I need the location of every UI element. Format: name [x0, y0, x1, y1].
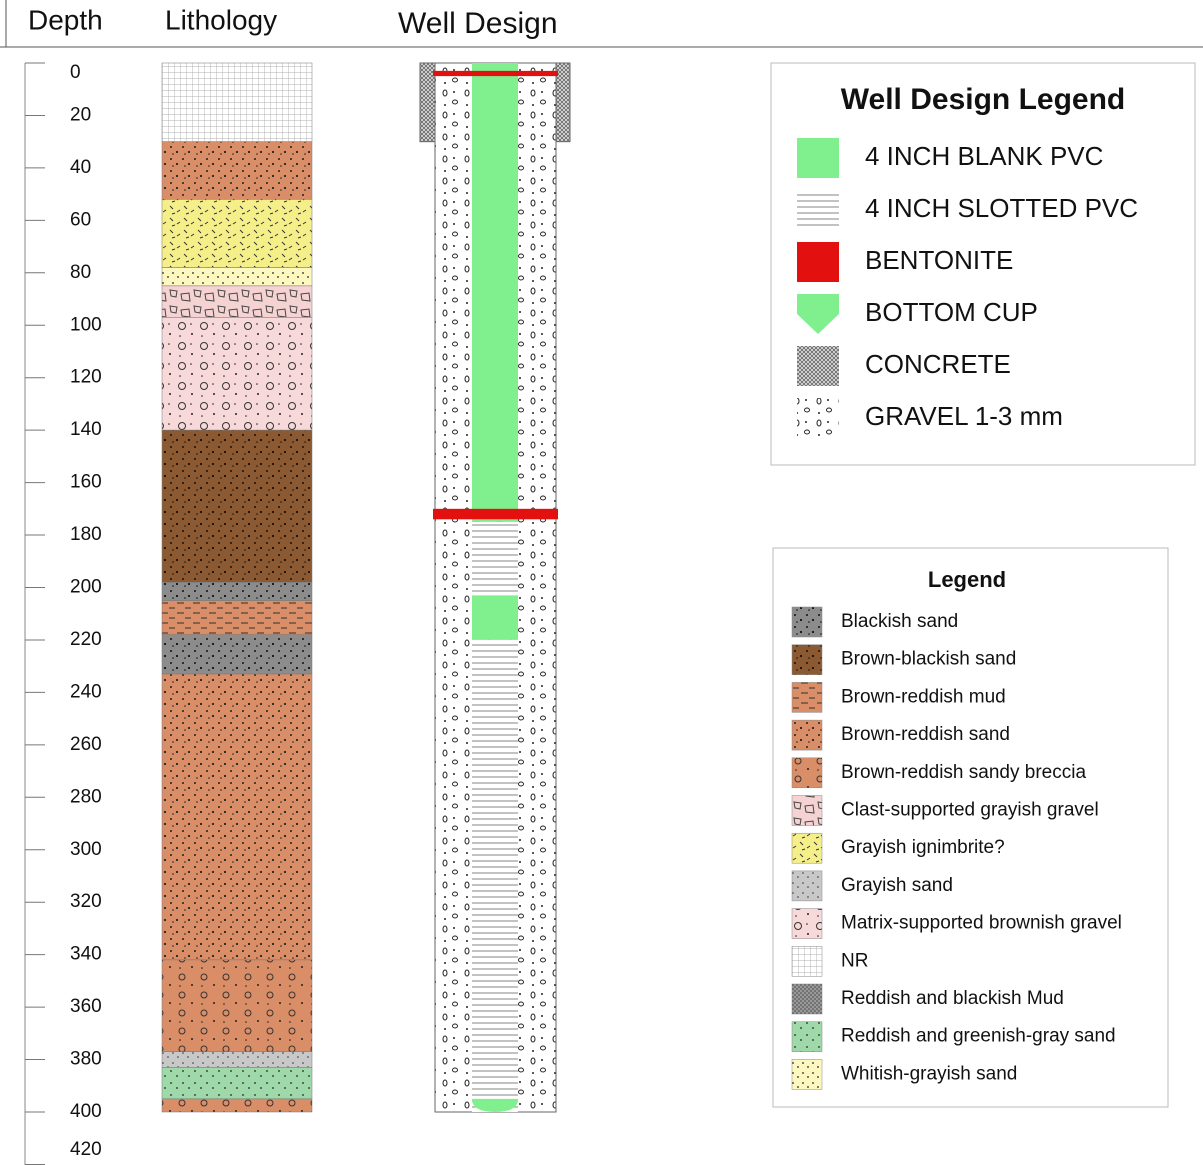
slotted-pvc	[472, 522, 518, 595]
depth-label: 180	[70, 524, 102, 545]
depth-label: 160	[70, 472, 102, 493]
legend-swatch	[792, 796, 822, 826]
concrete	[420, 63, 435, 142]
header-lithology: Lithology	[165, 4, 277, 35]
depth-label: 320	[70, 891, 102, 912]
lithology-legend-label: Brown-reddish sand	[841, 724, 1010, 745]
legend-swatch	[792, 1059, 822, 1089]
lithology-legend-label: Matrix-supported brownish gravel	[841, 913, 1122, 934]
lithology-layer	[162, 960, 312, 1052]
depth-label: 20	[70, 104, 91, 125]
lithology-layer	[162, 430, 312, 582]
lithology-legend-label: Grayish sand	[841, 875, 953, 896]
lithology-layer	[162, 1099, 312, 1112]
lithology-layer	[162, 674, 312, 960]
lithology-legend-label: Clast-supported grayish gravel	[841, 800, 1099, 821]
header-depth: Depth	[28, 4, 103, 35]
legend-swatch	[792, 1022, 822, 1052]
lithology-legend-label: Reddish and blackish Mud	[841, 988, 1064, 1009]
blank-pvc	[472, 63, 518, 522]
legend-swatch	[797, 138, 839, 178]
well-log: Depth Lithology Well Design Well Design …	[0, 0, 1203, 1165]
depth-label: 120	[70, 367, 102, 388]
well-legend-label: 4 INCH SLOTTED PVC	[865, 193, 1138, 223]
depth-label: 240	[70, 681, 102, 702]
depth-label: 280	[70, 786, 102, 807]
lithology-legend-label: Whitish-grayish sand	[841, 1063, 1017, 1084]
depth-label: 200	[70, 577, 102, 598]
legend-swatch	[797, 242, 839, 282]
legend-swatch	[792, 833, 822, 863]
legend-swatch	[797, 190, 839, 230]
lithology-layer	[162, 63, 312, 142]
well-legend-label: GRAVEL 1-3 mm	[865, 401, 1063, 431]
depth-label: 360	[70, 996, 102, 1017]
lithology-legend-title: Legend	[928, 567, 1006, 592]
lithology-layer	[162, 582, 312, 600]
concrete	[556, 63, 570, 142]
lithology-legend-label: Blackish sand	[841, 611, 958, 632]
bentonite	[433, 71, 558, 76]
legend-swatch	[792, 645, 822, 675]
lithology-legend-box	[773, 548, 1168, 1107]
legend-swatch	[792, 946, 822, 976]
well-legend-label: CONCRETE	[865, 349, 1011, 379]
lithology-layer	[162, 601, 312, 635]
legend-swatch	[792, 607, 822, 637]
well-legend-label: BENTONITE	[865, 245, 1013, 275]
depth-label: 140	[70, 419, 102, 440]
legend-swatch	[792, 682, 822, 712]
well-legend-label: 4 INCH BLANK PVC	[865, 141, 1103, 171]
depth-label: 40	[70, 157, 91, 178]
legend-swatch	[792, 720, 822, 750]
depth-label: 260	[70, 734, 102, 755]
legend-swatch	[792, 758, 822, 788]
depth-label: 220	[70, 629, 102, 650]
lithology-layer	[162, 317, 312, 430]
depth-label: 60	[70, 209, 91, 230]
legend-swatch	[792, 909, 822, 939]
blank-pvc	[472, 595, 518, 640]
depth-label: 300	[70, 839, 102, 860]
legend-swatch	[797, 346, 839, 386]
lithology-layer	[162, 1067, 312, 1098]
lithology-layer	[162, 268, 312, 286]
depth-label: 380	[70, 1049, 102, 1070]
lithology-legend-label: Brown-reddish mud	[841, 686, 1006, 707]
well-legend-title: Well Design Legend	[841, 83, 1126, 116]
legend-swatch	[792, 984, 822, 1014]
lithology-layer	[162, 199, 312, 267]
depth-label: 400	[70, 1101, 102, 1122]
legend-swatch	[792, 871, 822, 901]
depth-label: 100	[70, 314, 102, 335]
lithology-layer	[162, 1052, 312, 1068]
lithology-legend-label: NR	[841, 950, 868, 971]
legend-swatch	[797, 398, 839, 438]
lithology-layer	[162, 286, 312, 317]
depth-label: 420	[70, 1139, 102, 1160]
lithology-legend-label: Brown-blackish sand	[841, 649, 1016, 670]
lithology-legend-label: Grayish ignimbrite?	[841, 837, 1005, 858]
bentonite	[433, 509, 558, 519]
lithology-legend-label: Brown-reddish sandy breccia	[841, 762, 1086, 783]
well-legend-label: BOTTOM CUP	[865, 297, 1038, 327]
depth-label: 340	[70, 944, 102, 965]
slotted-pvc	[472, 640, 518, 1112]
header-well-design: Well Design	[398, 7, 558, 40]
lithology-legend-label: Reddish and greenish-gray sand	[841, 1026, 1116, 1047]
lithology-layer	[162, 635, 312, 674]
lithology-layer	[162, 142, 312, 200]
depth-label: 0	[70, 62, 81, 83]
depth-label: 80	[70, 262, 91, 283]
